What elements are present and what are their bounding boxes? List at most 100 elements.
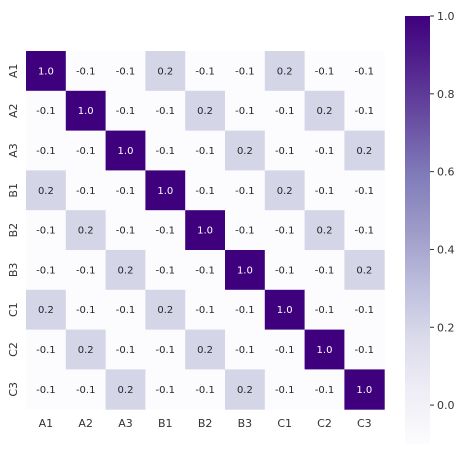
heatmap-cell-A1-A2 — [65, 51, 107, 92]
heatmap-cell-C3-B2 — [185, 369, 226, 410]
cell-value-label: -0.1 — [116, 66, 136, 77]
heatmap-cell-C1-A3 — [105, 289, 146, 331]
cell-value-label: -0.1 — [235, 106, 255, 117]
cell-value-label: -0.1 — [355, 66, 375, 77]
cell-value-label: -0.1 — [235, 345, 255, 356]
cell-value-label: -0.1 — [275, 226, 295, 237]
heatmap-cell-B3-B3 — [225, 250, 266, 291]
cell-value-label: 0.2 — [277, 186, 293, 197]
heatmap-cell-C2-B3 — [225, 329, 266, 370]
cell-value-label: -0.1 — [36, 345, 56, 356]
cell-value-label: -0.1 — [36, 146, 56, 157]
heatmap-cell-C3-B3 — [225, 369, 266, 410]
cell-value-label: 0.2 — [317, 226, 333, 237]
heatmap-cell-B2-B1 — [145, 210, 186, 251]
cell-value-label: -0.1 — [36, 265, 56, 276]
cell-value-label: -0.1 — [36, 226, 56, 237]
cell-value-label: -0.1 — [355, 226, 375, 237]
x-tick-label: A2 — [78, 417, 93, 430]
y-tick-label: A3 — [7, 143, 20, 158]
cell-value-label: -0.1 — [275, 385, 295, 396]
heatmap-cell-C3-A2 — [65, 369, 107, 410]
cell-value-label: -0.1 — [116, 186, 136, 197]
heatmap-cell-A3-A3 — [105, 130, 146, 171]
heatmap-cell-A2-C3 — [344, 90, 385, 132]
heatmap-cell-C1-C3 — [344, 289, 385, 331]
y-tick-label: B2 — [7, 223, 20, 238]
heatmap-cell-B1-B1 — [145, 170, 186, 211]
cell-value-label: -0.1 — [156, 226, 176, 237]
colorbar: 0.0 0.2 0.4 0.6 0.8 1.0 — [405, 10, 455, 444]
cell-value-label: 1.0 — [157, 186, 173, 197]
heatmap-cell-C3-C1 — [264, 369, 306, 410]
cell-value-label: -0.1 — [235, 186, 255, 197]
cell-value-label: -0.1 — [275, 345, 295, 356]
heatmap-cell-C2-A3 — [105, 329, 146, 370]
cell-value-label: -0.1 — [156, 385, 176, 396]
x-tick-label: C2 — [317, 417, 332, 430]
cell-value-label: 0.2 — [38, 186, 54, 197]
heatmap-cell-B2-A2 — [65, 210, 107, 251]
heatmap-cell-A1-C1 — [264, 51, 306, 92]
x-tick-label: B1 — [158, 417, 173, 430]
x-tick-label: B3 — [238, 417, 253, 430]
heatmap-cell-C2-C2 — [304, 329, 345, 370]
heatmap-cell-A3-A1 — [26, 130, 67, 171]
heatmap-cell-B1-C3 — [344, 170, 385, 211]
cell-value-label: 1.0 — [38, 66, 54, 77]
heatmap-cell-A2-B2 — [185, 90, 226, 132]
cell-value-label: -0.1 — [76, 265, 96, 276]
cell-value-label: -0.1 — [76, 186, 96, 197]
heatmap-cell-B2-A1 — [26, 210, 67, 251]
heatmap-cell-B3-B2 — [185, 250, 226, 291]
x-tick-label: A1 — [39, 417, 54, 430]
cell-value-label: -0.1 — [76, 146, 96, 157]
heatmap-cell-C3-C2 — [304, 369, 345, 410]
heatmap-cell-B1-B3 — [225, 170, 266, 211]
cell-value-label: -0.1 — [76, 385, 96, 396]
heatmap-cell-C1-A1 — [26, 289, 67, 331]
heatmap-cell-B3-A3 — [105, 250, 146, 291]
heatmap-cell-B2-A3 — [105, 210, 146, 251]
heatmap-cell-A2-B3 — [225, 90, 266, 132]
colorbar-tick-label: 1.0 — [437, 10, 455, 23]
colorbar-tick-label: 0.8 — [437, 88, 455, 101]
y-tick-label: C2 — [7, 342, 20, 357]
cell-value-label: -0.1 — [275, 106, 295, 117]
colorbar-tick-label: 0.0 — [437, 399, 455, 412]
x-tick-label: C3 — [357, 417, 372, 430]
cell-value-label: -0.1 — [116, 345, 136, 356]
heatmap-cell-C2-A2 — [65, 329, 107, 370]
heatmap-cell-B1-C1 — [264, 170, 306, 211]
heatmap-cell-A1-A1 — [26, 51, 67, 92]
heatmap-cell-B2-C2 — [304, 210, 345, 251]
heatmap-cell-C2-B1 — [145, 329, 186, 370]
cell-value-label: -0.1 — [36, 385, 56, 396]
heatmap-cell-A2-A3 — [105, 90, 146, 132]
cell-value-label: -0.1 — [195, 66, 215, 77]
x-tick-label: A3 — [118, 417, 133, 430]
cell-value-label: -0.1 — [355, 106, 375, 117]
cell-value-label: -0.1 — [156, 106, 176, 117]
cell-value-label: 1.0 — [237, 265, 253, 276]
cell-value-label: 1.0 — [277, 305, 293, 316]
heatmap-cell-A1-B3 — [225, 51, 266, 92]
cell-value-label: -0.1 — [195, 265, 215, 276]
heatmap-cell-A2-A2 — [65, 90, 107, 132]
heatmap-cell-A3-B2 — [185, 130, 226, 171]
heatmap-cell-A2-C2 — [304, 90, 345, 132]
heatmap-cell-C1-B2 — [185, 289, 226, 331]
heatmap-cell-C2-B2 — [185, 329, 226, 370]
heatmap-cell-B1-C2 — [304, 170, 345, 211]
heatmap-cell-C3-A1 — [26, 369, 67, 410]
cell-value-label: -0.1 — [355, 305, 375, 316]
heatmap-cell-B2-B3 — [225, 210, 266, 251]
heatmap-cell-C2-C1 — [264, 329, 306, 370]
cell-value-label: -0.1 — [235, 226, 255, 237]
heatmap-cell-C1-B3 — [225, 289, 266, 331]
cell-value-label: -0.1 — [195, 146, 215, 157]
cell-value-label: -0.1 — [315, 186, 335, 197]
cell-value-label: 0.2 — [157, 66, 173, 77]
y-tick-label: A2 — [7, 103, 20, 118]
cell-value-label: 0.2 — [197, 106, 213, 117]
